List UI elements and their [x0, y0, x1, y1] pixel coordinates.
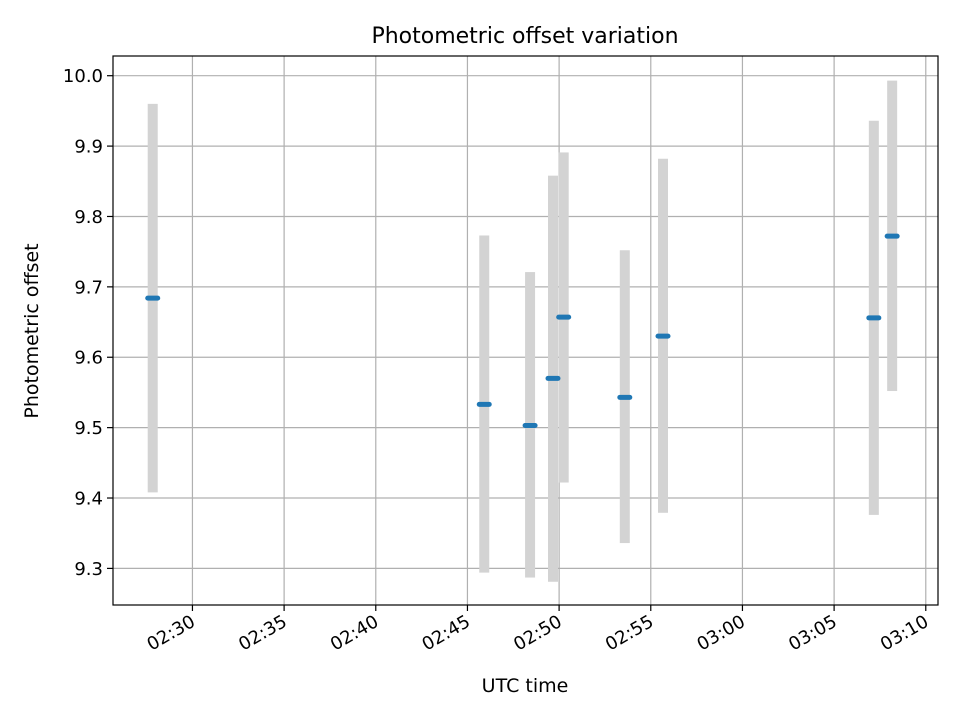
y-axis-ticks: 9.3 9.4 9.5 9.6 9.7 9.8 9.9 10.0: [63, 66, 113, 580]
y-axis-label: Photometric offset: [21, 243, 43, 418]
x-tick-label: 03:00: [694, 611, 749, 655]
x-tick-label: 02:55: [602, 611, 657, 655]
x-tick-label: 02:45: [419, 611, 474, 655]
x-tick-label: 03:10: [877, 611, 932, 655]
x-tick-label: 02:35: [235, 611, 290, 655]
x-tick-label: 02:40: [327, 611, 382, 655]
y-tick-label: 9.6: [74, 348, 103, 369]
y-tick-label: 9.5: [74, 418, 103, 439]
plot-area-frame: [112, 55, 939, 606]
x-tick-label: 02:50: [510, 611, 565, 655]
x-axis-label: UTC time: [482, 675, 569, 697]
chart-title: Photometric offset variation: [371, 24, 678, 49]
y-tick-label: 9.9: [74, 137, 103, 158]
x-axis-ticks: 02:30 02:35 02:40 02:45 02:50 02:55 03:00 03:05…: [144, 605, 932, 655]
x-tick-label: 03:05: [785, 611, 840, 655]
y-tick-label: 9.7: [74, 277, 103, 298]
y-tick-label: 9.4: [74, 489, 103, 510]
point-layer: [145, 233, 900, 429]
errorbar-layer: [147, 80, 898, 582]
y-tick-label: 9.3: [74, 559, 103, 580]
y-tick-label: 9.8: [74, 207, 103, 228]
x-tick-label: 02:30: [144, 611, 199, 655]
y-tick-label: 10.0: [63, 66, 103, 87]
